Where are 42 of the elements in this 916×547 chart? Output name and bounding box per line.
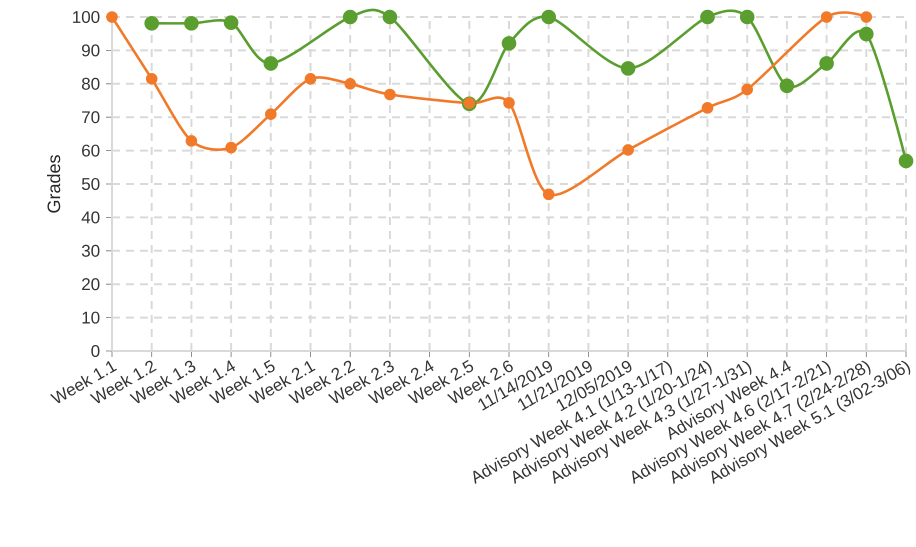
y-tick-label: 30 <box>82 244 100 257</box>
point <box>503 97 515 109</box>
point <box>740 10 754 24</box>
y-tick-label: 100 <box>73 10 100 24</box>
point <box>224 15 238 30</box>
point <box>859 26 874 42</box>
y-tick-label: 80 <box>82 78 100 90</box>
point <box>820 11 832 23</box>
point <box>304 72 316 85</box>
point <box>702 102 714 114</box>
point <box>106 11 118 23</box>
point <box>144 16 160 31</box>
point <box>620 61 636 76</box>
point <box>860 11 872 23</box>
point <box>700 10 715 24</box>
point <box>502 36 516 51</box>
point <box>265 108 277 120</box>
point <box>384 88 396 100</box>
point <box>264 56 278 71</box>
y-tick-label: 90 <box>82 44 100 56</box>
point <box>342 10 358 24</box>
point <box>225 142 237 154</box>
y-axis-title: Grades <box>47 155 60 213</box>
point <box>344 78 356 90</box>
point <box>186 135 198 147</box>
point <box>898 154 914 168</box>
y-tick-label: 10 <box>82 312 100 324</box>
point <box>780 78 794 94</box>
y-tick-label: 20 <box>82 278 100 290</box>
y-tick-label: 70 <box>82 111 100 124</box>
point <box>146 72 158 85</box>
point <box>622 144 634 156</box>
point <box>741 84 754 96</box>
point <box>184 16 199 31</box>
point <box>542 188 554 200</box>
y-tick-label: 0 <box>91 344 100 358</box>
point <box>382 10 398 24</box>
y-tick-label: 50 <box>82 178 100 190</box>
point <box>819 56 834 71</box>
y-tick-label: 60 <box>82 144 100 157</box>
y-tick-label: 40 <box>82 211 100 224</box>
point <box>541 10 556 24</box>
